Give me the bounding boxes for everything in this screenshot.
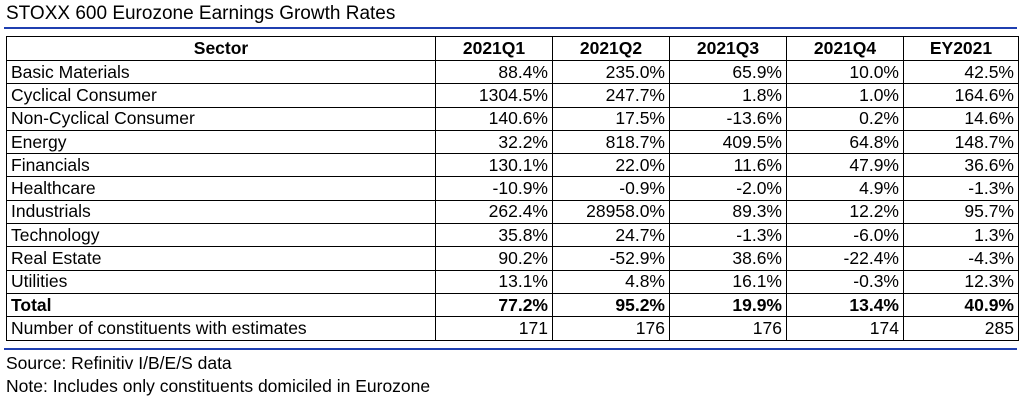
- source-note: Source: Refinitiv I/B/E/S data: [6, 353, 232, 373]
- table-row: Technology 35.8% 24.7% -1.3% -6.0% 1.3%: [6, 223, 1019, 248]
- sector-cell: Basic Materials: [6, 59, 436, 85]
- table-row: Energy 32.2% 818.7% 409.5% 64.8% 148.7%: [6, 129, 1019, 155]
- table-row: Non-Cyclical Consumer 140.6% 17.5% -13.6% 0.…: [6, 106, 1019, 131]
- value-cell: 4.8%: [552, 269, 670, 294]
- value-cell: -1.3%: [903, 176, 1019, 201]
- sector-cell: Number of constituents with estimates: [6, 316, 436, 341]
- table-row: Utilities 13.1% 4.8% 16.1% -0.3% 12.3%: [6, 269, 1019, 294]
- column-header: 2021Q1: [435, 36, 553, 61]
- sector-cell: Financials: [6, 153, 436, 178]
- value-cell: -10.9%: [435, 176, 553, 201]
- value-cell: 176: [552, 316, 670, 341]
- value-cell: 24.7%: [552, 223, 670, 248]
- value-cell: 13.4%: [786, 292, 904, 318]
- value-cell: 171: [435, 316, 553, 341]
- column-header: 2021Q2: [552, 36, 670, 61]
- value-cell: 17.5%: [552, 106, 670, 131]
- footnote: Note: Includes only constituents domicil…: [6, 376, 431, 396]
- column-header: 2021Q3: [669, 36, 787, 61]
- value-cell: 1.8%: [669, 83, 787, 108]
- value-cell: 47.9%: [786, 153, 904, 178]
- value-cell: 89.3%: [669, 199, 787, 225]
- top-divider: [4, 27, 1017, 29]
- value-cell: 235.0%: [552, 59, 670, 85]
- sector-cell: Cyclical Consumer: [6, 83, 436, 108]
- value-cell: 130.1%: [435, 153, 553, 178]
- value-cell: 12.3%: [903, 269, 1019, 294]
- value-cell: -1.3%: [669, 223, 787, 248]
- value-cell: 4.9%: [786, 176, 904, 201]
- value-cell: 65.9%: [669, 59, 787, 85]
- value-cell: -2.0%: [669, 176, 787, 201]
- sector-cell: Total: [6, 292, 436, 318]
- value-cell: 285: [903, 316, 1019, 341]
- table-header-row: Sector 2021Q1 2021Q2 2021Q3 2021Q4 EY202…: [6, 36, 1019, 61]
- sector-cell: Industrials: [6, 199, 436, 225]
- value-cell: 14.6%: [903, 106, 1019, 131]
- table-total-row: Total 77.2% 95.2% 19.9% 13.4% 40.9%: [6, 292, 1019, 318]
- table-row: Basic Materials 88.4% 235.0% 65.9% 10.0% 42.5…: [6, 59, 1019, 85]
- value-cell: 77.2%: [435, 292, 553, 318]
- value-cell: 409.5%: [669, 129, 787, 155]
- value-cell: 818.7%: [552, 129, 670, 155]
- sector-cell: Real Estate: [6, 246, 436, 271]
- value-cell: 10.0%: [786, 59, 904, 85]
- value-cell: 35.8%: [435, 223, 553, 248]
- value-cell: 28958.0%: [552, 199, 670, 225]
- earnings-growth-table: Sector 2021Q1 2021Q2 2021Q3 2021Q4 EY202…: [6, 36, 1019, 341]
- value-cell: 40.9%: [903, 292, 1019, 318]
- value-cell: -4.3%: [903, 246, 1019, 271]
- value-cell: 22.0%: [552, 153, 670, 178]
- value-cell: 164.6%: [903, 83, 1019, 108]
- value-cell: -6.0%: [786, 223, 904, 248]
- table-row: Number of constituents with estimates 171…: [6, 316, 1019, 341]
- value-cell: 1.0%: [786, 83, 904, 108]
- sector-cell: Technology: [6, 223, 436, 248]
- value-cell: 247.7%: [552, 83, 670, 108]
- value-cell: 176: [669, 316, 787, 341]
- value-cell: 16.1%: [669, 269, 787, 294]
- value-cell: 1304.5%: [435, 83, 553, 108]
- bottom-divider: [4, 348, 1017, 350]
- value-cell: -0.9%: [552, 176, 670, 201]
- sector-cell: Utilities: [6, 269, 436, 294]
- value-cell: 95.2%: [552, 292, 670, 318]
- value-cell: 88.4%: [435, 59, 553, 85]
- value-cell: 42.5%: [903, 59, 1019, 85]
- value-cell: 13.1%: [435, 269, 553, 294]
- column-header: 2021Q4: [786, 36, 904, 61]
- value-cell: -0.3%: [786, 269, 904, 294]
- sector-cell: Non-Cyclical Consumer: [6, 106, 436, 131]
- value-cell: 12.2%: [786, 199, 904, 225]
- value-cell: 19.9%: [669, 292, 787, 318]
- value-cell: 11.6%: [669, 153, 787, 178]
- value-cell: 36.6%: [903, 153, 1019, 178]
- value-cell: -13.6%: [669, 106, 787, 131]
- value-cell: 174: [786, 316, 904, 341]
- table-row: Healthcare -10.9% -0.9% -2.0% 4.9% -1.3%: [6, 176, 1019, 201]
- table-row: Financials 130.1% 22.0% 11.6% 47.9% 36.6%: [6, 153, 1019, 178]
- column-header: Sector: [6, 36, 436, 61]
- value-cell: 140.6%: [435, 106, 553, 131]
- value-cell: 95.7%: [903, 199, 1019, 225]
- table-row: Real Estate 90.2% -52.9% 38.6% -22.4% -4.3%: [6, 246, 1019, 271]
- value-cell: -52.9%: [552, 246, 670, 271]
- sector-cell: Healthcare: [6, 176, 436, 201]
- value-cell: 32.2%: [435, 129, 553, 155]
- table-row: Industrials 262.4% 28958.0% 89.3% 12.2% 95.7%: [6, 199, 1019, 225]
- value-cell: 0.2%: [786, 106, 904, 131]
- sector-cell: Energy: [6, 129, 436, 155]
- value-cell: 148.7%: [903, 129, 1019, 155]
- value-cell: 262.4%: [435, 199, 553, 225]
- value-cell: 64.8%: [786, 129, 904, 155]
- column-header: EY2021: [903, 36, 1019, 61]
- value-cell: 38.6%: [669, 246, 787, 271]
- table-row: Cyclical Consumer 1304.5% 247.7% 1.8% 1.0% 16…: [6, 83, 1019, 108]
- value-cell: 1.3%: [903, 223, 1019, 248]
- value-cell: -22.4%: [786, 246, 904, 271]
- table-title: STOXX 600 Eurozone Earnings Growth Rates: [6, 3, 396, 24]
- value-cell: 90.2%: [435, 246, 553, 271]
